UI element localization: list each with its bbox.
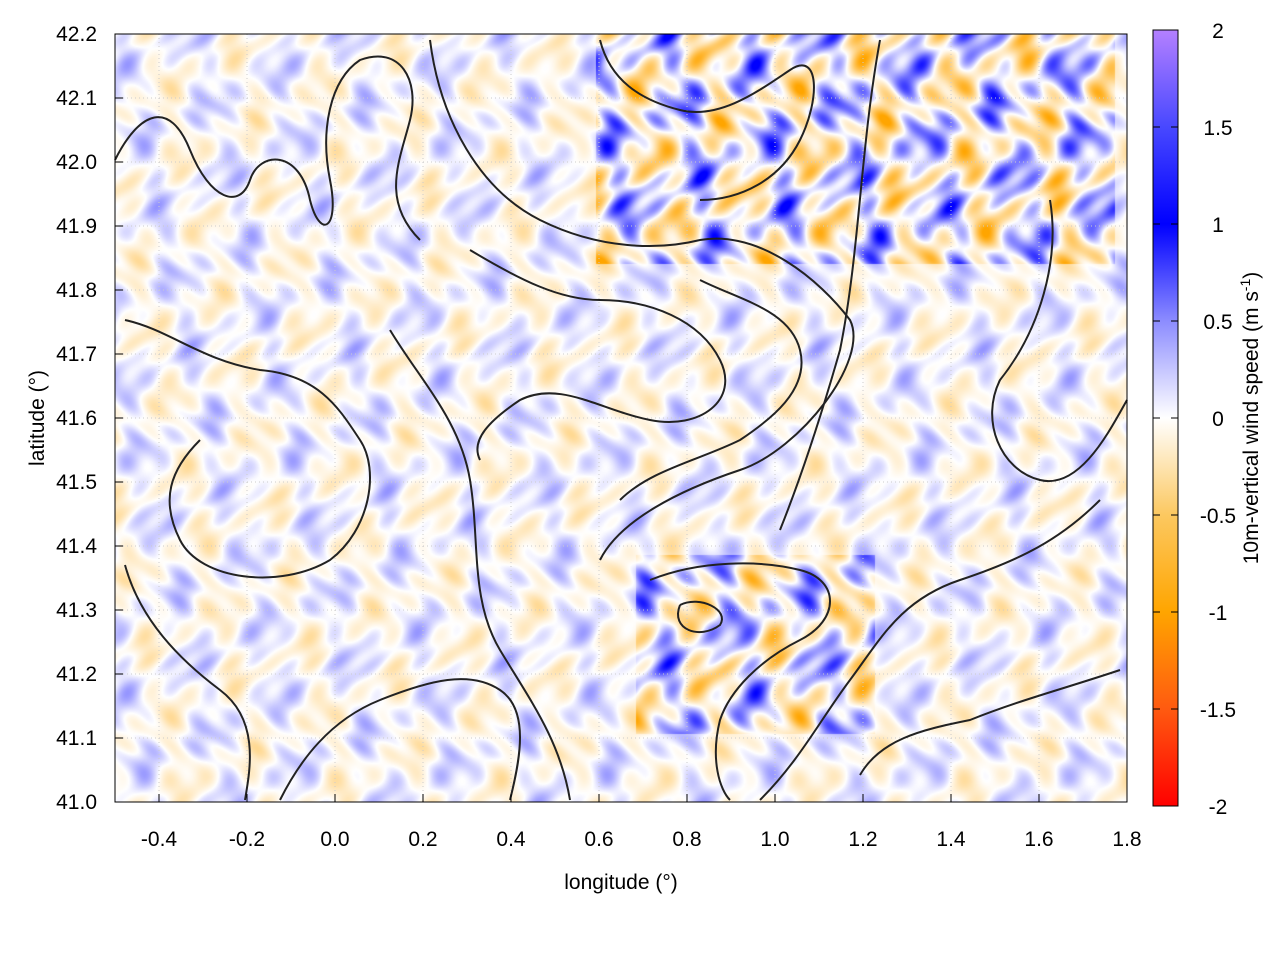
contour-line bbox=[429, 39, 855, 561]
contour-line bbox=[759, 499, 1101, 801]
y-tick-label: 41.4 bbox=[56, 535, 97, 558]
contour-line bbox=[677, 600, 723, 634]
y-axis-label: latitude (°) bbox=[26, 370, 49, 466]
colorbar-label: 10m-vertical wind speed (m s-1) bbox=[1237, 272, 1263, 565]
terrain-contours bbox=[114, 39, 1128, 801]
colorbar-tick-label: 0.5 bbox=[1203, 311, 1232, 334]
y-tick-label: 42.1 bbox=[56, 87, 97, 110]
contour-line bbox=[114, 55, 421, 241]
y-axis: 41.0 41.1 41.2 41.3 41.4 41.5 41.6 41.7 41.8 41.9… bbox=[56, 23, 123, 814]
contour-line bbox=[469, 249, 727, 461]
colorbar-tick-label: 1 bbox=[1212, 214, 1224, 237]
y-tick-label: 41.3 bbox=[56, 599, 97, 622]
x-tick-label: 0.6 bbox=[584, 828, 613, 851]
contour-line bbox=[279, 678, 521, 801]
colorbar-ticks: 2 1.5 1 0.5 0 -0.5 -1 -1.5 -2 bbox=[1153, 20, 1236, 819]
colorbar-tick-label: 1.5 bbox=[1203, 117, 1232, 140]
contour-line bbox=[649, 562, 831, 801]
y-tick-label: 41.5 bbox=[56, 471, 97, 494]
x-tick-label: 1.2 bbox=[848, 828, 877, 851]
contour-line bbox=[124, 564, 251, 801]
y-tick-label: 42.0 bbox=[56, 151, 97, 174]
x-tick-label: 1.0 bbox=[760, 828, 789, 851]
y-tick-label: 42.2 bbox=[56, 23, 97, 46]
colorbar-label-end: ) bbox=[1240, 272, 1263, 279]
colorbar-tick-label: -1.5 bbox=[1200, 699, 1236, 722]
x-tick-label: 0.8 bbox=[672, 828, 701, 851]
contour-line bbox=[859, 669, 1121, 776]
grid-lines bbox=[115, 33, 1128, 803]
colorbar-tick-label: -2 bbox=[1209, 796, 1228, 819]
x-tick-label: 0.2 bbox=[408, 828, 437, 851]
contour-line bbox=[389, 329, 571, 801]
colorbar-label-text: 10m-vertical wind speed (m s bbox=[1240, 291, 1263, 564]
contour-line bbox=[599, 39, 815, 201]
colorbar-tick-label: 2 bbox=[1212, 20, 1224, 43]
x-tick-label: 0.0 bbox=[320, 828, 349, 851]
x-tick-label: 0.4 bbox=[496, 828, 526, 851]
colorbar-label-sup: -1 bbox=[1237, 279, 1253, 292]
y-tick-label: 41.6 bbox=[56, 407, 97, 430]
y-tick-label: 41.9 bbox=[56, 215, 97, 238]
y-tick-label: 41.0 bbox=[56, 791, 97, 814]
contour-line bbox=[779, 39, 881, 531]
x-tick-label: -0.4 bbox=[141, 828, 178, 851]
x-tick-label: 1.8 bbox=[1112, 828, 1141, 851]
x-axis: -0.4 -0.2 0.0 0.2 0.4 0.6 0.8 1.0 1.2 1.4 1.6 1.8 bbox=[141, 794, 1142, 851]
colorbar-tick-label: -0.5 bbox=[1200, 505, 1236, 528]
contour-line bbox=[619, 279, 803, 501]
contour-line bbox=[991, 199, 1128, 483]
x-tick-label: 1.4 bbox=[936, 828, 966, 851]
y-tick-label: 41.7 bbox=[56, 343, 97, 366]
x-tick-label: 1.6 bbox=[1024, 828, 1053, 851]
y-tick-label: 41.2 bbox=[56, 663, 97, 686]
colorbar-tick-label: -1 bbox=[1209, 602, 1228, 625]
y-tick-label: 41.8 bbox=[56, 279, 97, 302]
colorbar-tick-label: 0 bbox=[1212, 408, 1224, 431]
x-axis-label: longitude (°) bbox=[564, 871, 677, 894]
y-tick-label: 41.1 bbox=[56, 727, 97, 750]
contour-line bbox=[124, 319, 371, 579]
x-tick-label: -0.2 bbox=[229, 828, 265, 851]
